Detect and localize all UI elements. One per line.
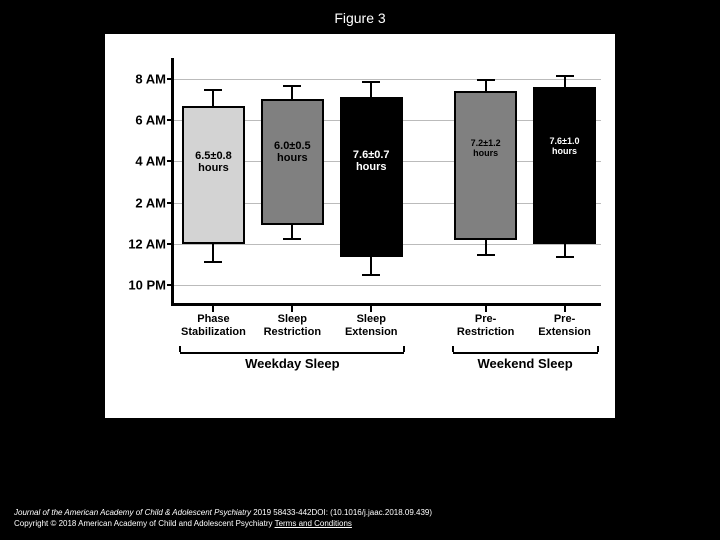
x-tick bbox=[291, 306, 293, 312]
error-bar bbox=[291, 85, 293, 99]
copyright: Copyright © 2018 American Academy of Chi… bbox=[14, 519, 275, 528]
error-cap bbox=[362, 81, 380, 83]
group-label: Weekday Sleep bbox=[180, 352, 404, 371]
x-tick bbox=[485, 306, 487, 312]
y-tick-label: 8 AM bbox=[135, 71, 174, 86]
terms-link[interactable]: Terms and Conditions bbox=[275, 519, 352, 528]
footer: Journal of the American Academy of Child… bbox=[14, 508, 706, 530]
bar bbox=[182, 106, 245, 244]
error-cap bbox=[204, 261, 222, 263]
error-bar bbox=[370, 257, 372, 274]
bar-value-label: 6.5±0.8hours bbox=[182, 150, 245, 174]
error-cap bbox=[362, 274, 380, 276]
x-tick bbox=[212, 306, 214, 312]
error-bar bbox=[564, 244, 566, 256]
error-cap bbox=[556, 75, 574, 77]
error-bar bbox=[370, 81, 372, 98]
bar bbox=[340, 97, 403, 257]
error-cap bbox=[204, 89, 222, 91]
bar-value-label: 7.6±0.7hours bbox=[340, 149, 403, 173]
y-tick-label: 6 AM bbox=[135, 113, 174, 128]
error-cap bbox=[477, 254, 495, 256]
error-bar bbox=[212, 89, 214, 106]
x-tick bbox=[370, 306, 372, 312]
x-tick bbox=[564, 306, 566, 312]
group-tick bbox=[452, 346, 454, 352]
error-cap bbox=[283, 238, 301, 240]
plot-area: 10 PM12 AM2 AM4 AM6 AM8 AM6.5±0.8hoursPh… bbox=[171, 58, 601, 306]
gridline bbox=[174, 79, 601, 80]
group-tick bbox=[179, 346, 181, 352]
bar-value-label: 7.6±1.0hours bbox=[533, 137, 596, 157]
bar-value-label: 7.2±1.2hours bbox=[454, 139, 517, 159]
citation: 2019 58433-442DOI: (10.1016/j.jaac.2018.… bbox=[251, 508, 432, 517]
group-tick bbox=[403, 346, 405, 352]
journal-name: Journal of the American Academy of Child… bbox=[14, 508, 251, 517]
bar bbox=[533, 87, 596, 244]
y-tick-label: 10 PM bbox=[128, 278, 174, 293]
chart-container: 10 PM12 AM2 AM4 AM6 AM8 AM6.5±0.8hoursPh… bbox=[105, 34, 615, 418]
y-tick-label: 4 AM bbox=[135, 154, 174, 169]
bar-value-label: 6.0±0.5hours bbox=[261, 140, 324, 164]
bar bbox=[454, 91, 517, 240]
error-bar bbox=[212, 244, 214, 261]
error-cap bbox=[556, 256, 574, 258]
group-tick bbox=[597, 346, 599, 352]
error-cap bbox=[477, 79, 495, 81]
y-tick-label: 12 AM bbox=[128, 237, 174, 252]
group-label: Weekend Sleep bbox=[453, 352, 598, 371]
y-tick-label: 2 AM bbox=[135, 195, 174, 210]
error-bar bbox=[291, 225, 293, 237]
gridline bbox=[174, 285, 601, 286]
error-bar bbox=[485, 240, 487, 254]
error-cap bbox=[283, 85, 301, 87]
figure-title: Figure 3 bbox=[0, 0, 720, 34]
